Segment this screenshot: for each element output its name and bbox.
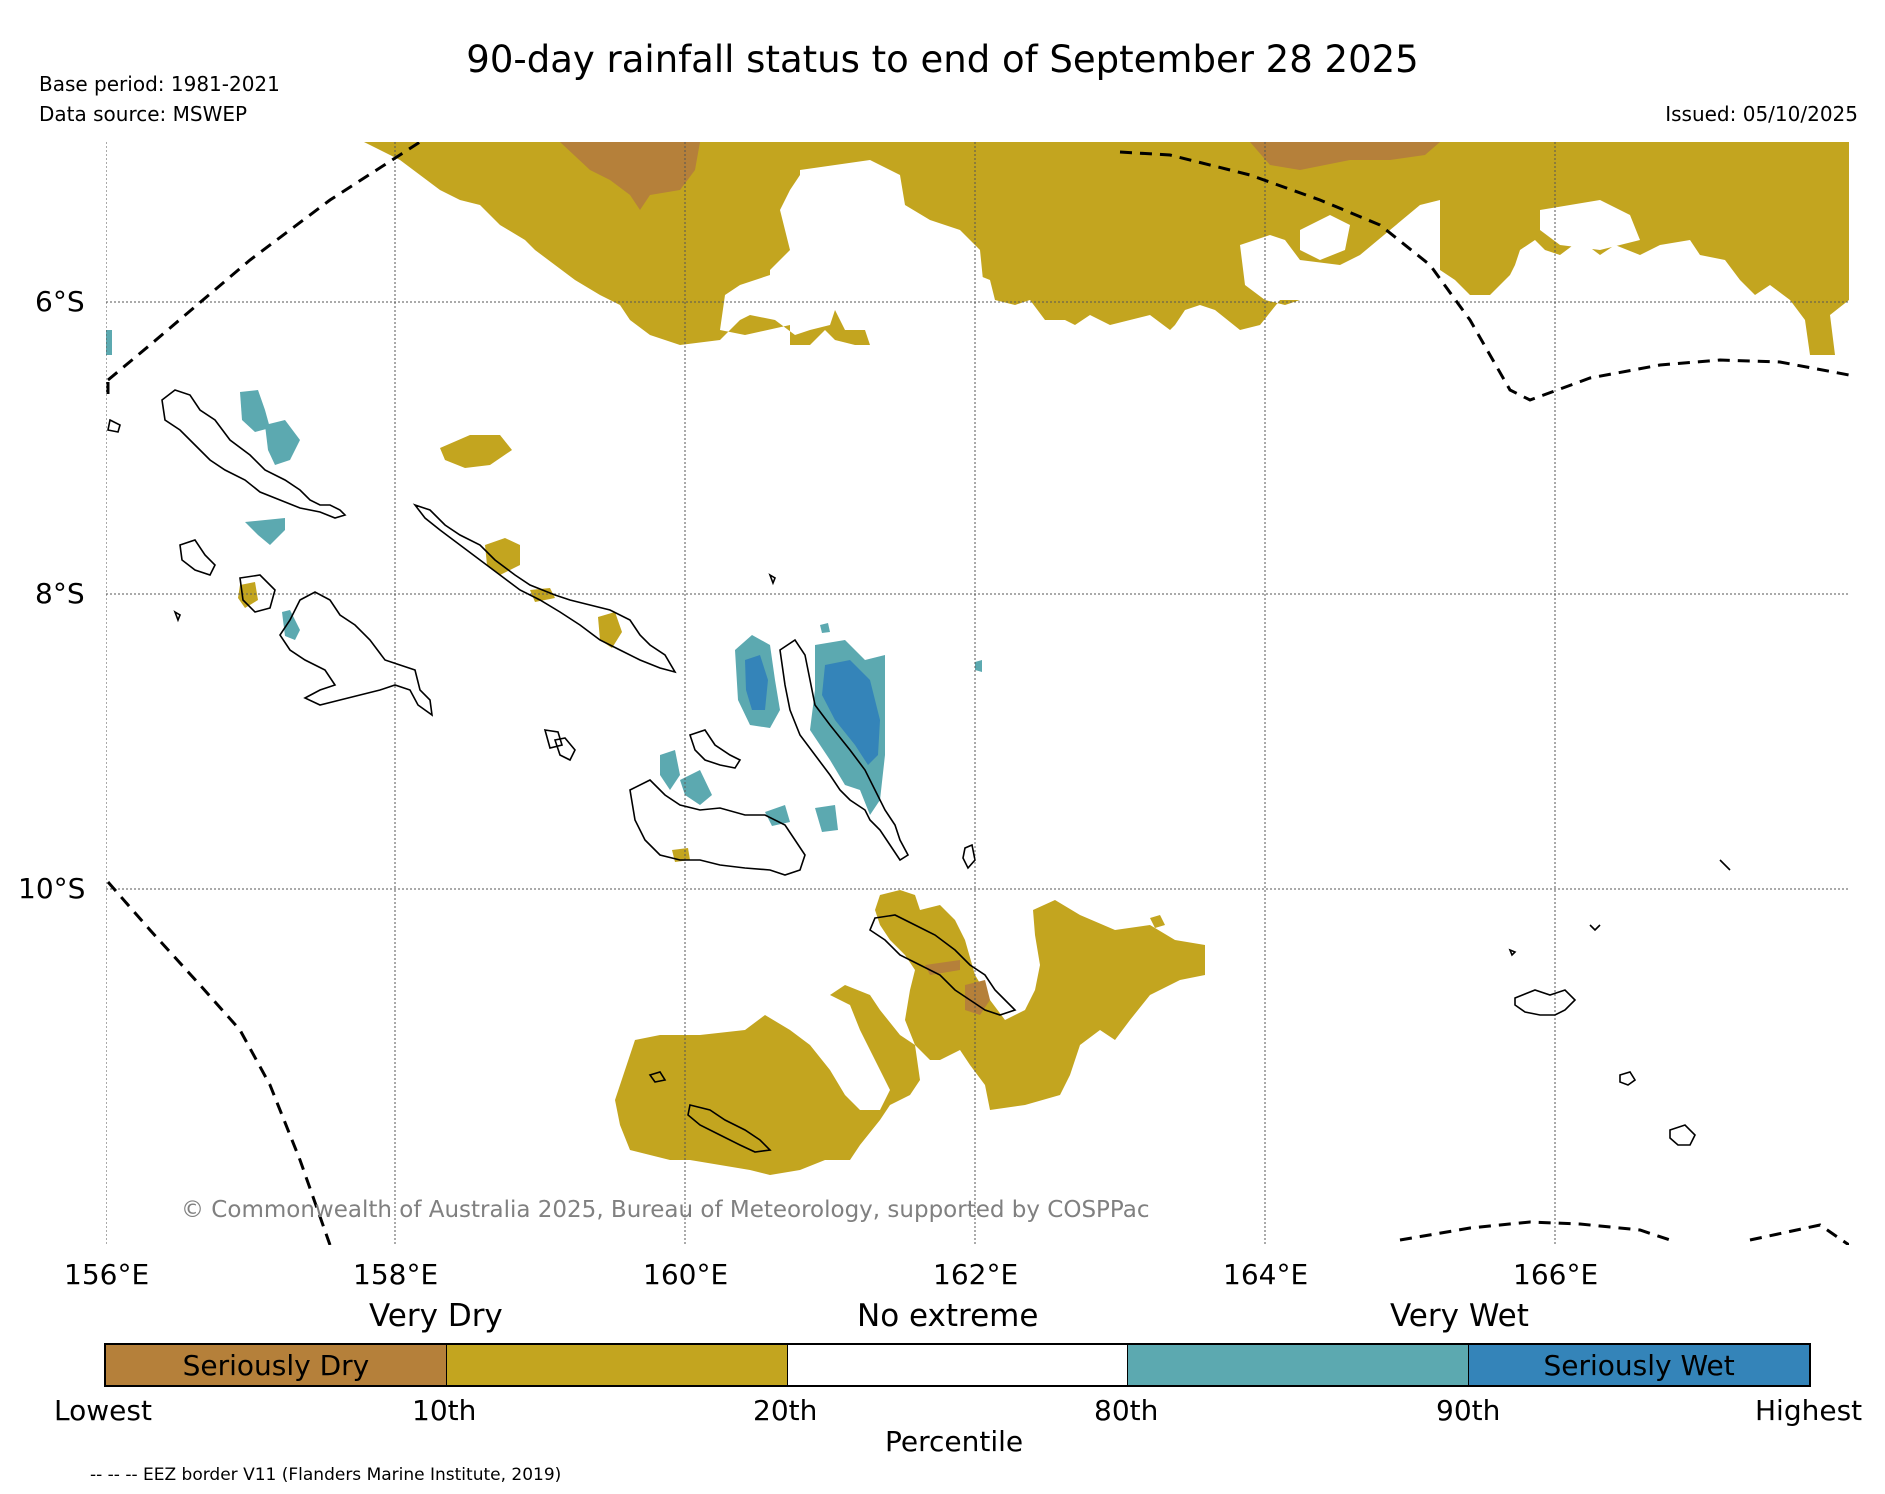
- wet-region-5: [282, 610, 300, 640]
- seriously-dry-north-2: [1250, 142, 1440, 170]
- no-extreme-hole-1: [790, 160, 985, 320]
- percentile-90th: 90th: [1436, 1394, 1501, 1427]
- malaita-island: [779, 638, 910, 862]
- issued-date: Issued: 05/10/2025: [1665, 102, 1858, 126]
- data-source: Data source: MSWEP: [39, 102, 248, 126]
- wet-region-8: [660, 750, 680, 790]
- wet-region-4: [106, 330, 112, 355]
- makira-island: [869, 914, 1017, 1016]
- legend-segment-seriously-dry: Seriously Dry: [106, 1345, 447, 1385]
- wet-region-3: [245, 518, 285, 545]
- dry-patch-5: [598, 612, 622, 648]
- ulawa-island: [962, 843, 976, 870]
- eez-footnote: -- -- -- EEZ border V11 (Flanders Marine…: [90, 1465, 562, 1485]
- new-georgia-group: [279, 591, 434, 717]
- wet-region-2: [265, 420, 300, 465]
- santa-cruz-nendo: [1514, 989, 1577, 1016]
- small-islet-2: [107, 418, 121, 433]
- legend-segment-label: Seriously Wet: [1543, 1348, 1735, 1382]
- small-islet-1: [1719, 859, 1731, 871]
- utupua-island: [1619, 1071, 1637, 1086]
- reef-islands: [1508, 948, 1517, 957]
- legend-category-very-wet: Very Wet: [1390, 1298, 1529, 1334]
- vanikoro-island: [1669, 1124, 1696, 1146]
- guadalcanal-island: [629, 779, 806, 876]
- legend-category-very-dry: Very Dry: [369, 1298, 503, 1334]
- rennell-island: [687, 1104, 772, 1153]
- seriously-dry-south-2: [965, 980, 990, 1015]
- legend-colorbar: Seriously Dry Seriously Wet: [104, 1343, 1811, 1387]
- duff-islands: [1589, 924, 1601, 932]
- coastlines: [107, 389, 1731, 1153]
- lon-tick-166: 166°E: [1513, 1258, 1599, 1291]
- legend-segment-seriously-wet: Seriously Wet: [1469, 1345, 1809, 1385]
- wet-region-13: [820, 623, 830, 633]
- wet-region-12: [975, 660, 982, 672]
- dry-region-south: [875, 890, 1205, 1110]
- wet-region-10: [765, 805, 790, 826]
- lon-tick-160: 160°E: [643, 1258, 729, 1291]
- small-islet-3: [768, 573, 776, 586]
- percentile-highest: Highest: [1755, 1394, 1863, 1427]
- dry-patch-7: [1150, 915, 1165, 928]
- florida-islands: [688, 729, 742, 769]
- legend-segment-label: Seriously Dry: [182, 1348, 370, 1382]
- russell-islands: [553, 737, 576, 762]
- lon-tick-158: 158°E: [353, 1258, 439, 1291]
- ranongga: [179, 539, 216, 576]
- seriously-dry-north-1: [560, 142, 700, 210]
- seriously-wet-region-2: [822, 660, 880, 765]
- no-extreme-hole-2: [1300, 215, 1350, 260]
- gridlines: [106, 142, 1849, 1245]
- lat-tick-10s: 10°S: [18, 872, 86, 905]
- wet-region-9: [680, 770, 712, 805]
- dry-patch-2: [485, 538, 520, 575]
- wet-region-11: [815, 805, 838, 832]
- wet-region-1: [240, 390, 270, 432]
- map-area: [106, 142, 1849, 1245]
- percentile-20th: 20th: [753, 1394, 818, 1427]
- vella-lavella: [239, 574, 276, 613]
- legend-segment-very-dry: [446, 1345, 788, 1385]
- legend-segment-no-extreme: [787, 1345, 1129, 1385]
- legend-segment-very-wet: [1128, 1345, 1470, 1385]
- small-islet-4: [543, 729, 564, 749]
- lon-tick-164: 164°E: [1223, 1258, 1309, 1291]
- chart-title: 90-day rainfall status to end of Septemb…: [466, 38, 1419, 81]
- dry-region-southwest: [615, 985, 920, 1175]
- no-extreme-hole-3: [1540, 200, 1640, 250]
- percentile-lowest: Lowest: [54, 1394, 152, 1427]
- dry-patch-3: [238, 582, 258, 608]
- lon-tick-162: 162°E: [933, 1258, 1019, 1291]
- percentile-80th: 80th: [1094, 1394, 1159, 1427]
- lon-tick-156: 156°E: [64, 1258, 150, 1291]
- seriously-wet-region-1: [745, 655, 768, 710]
- bellona-island: [648, 1071, 667, 1083]
- percentile-10th: 10th: [412, 1394, 477, 1427]
- shortland-islands: [173, 610, 181, 623]
- base-period: Base period: 1981-2021: [39, 72, 280, 96]
- copyright-notice: © Commonwealth of Australia 2025, Bureau…: [181, 1197, 1150, 1223]
- lat-tick-8s: 8°S: [35, 577, 85, 610]
- dry-patch-1: [440, 435, 512, 468]
- percentile-axis-label: Percentile: [885, 1425, 1024, 1458]
- choiseul-island: [161, 389, 347, 519]
- lat-tick-6s: 6°S: [35, 285, 85, 318]
- eez-borders: [106, 142, 1849, 1245]
- santa-isabel-island: [412, 503, 677, 674]
- legend-category-no-extreme: No extreme: [857, 1298, 1039, 1334]
